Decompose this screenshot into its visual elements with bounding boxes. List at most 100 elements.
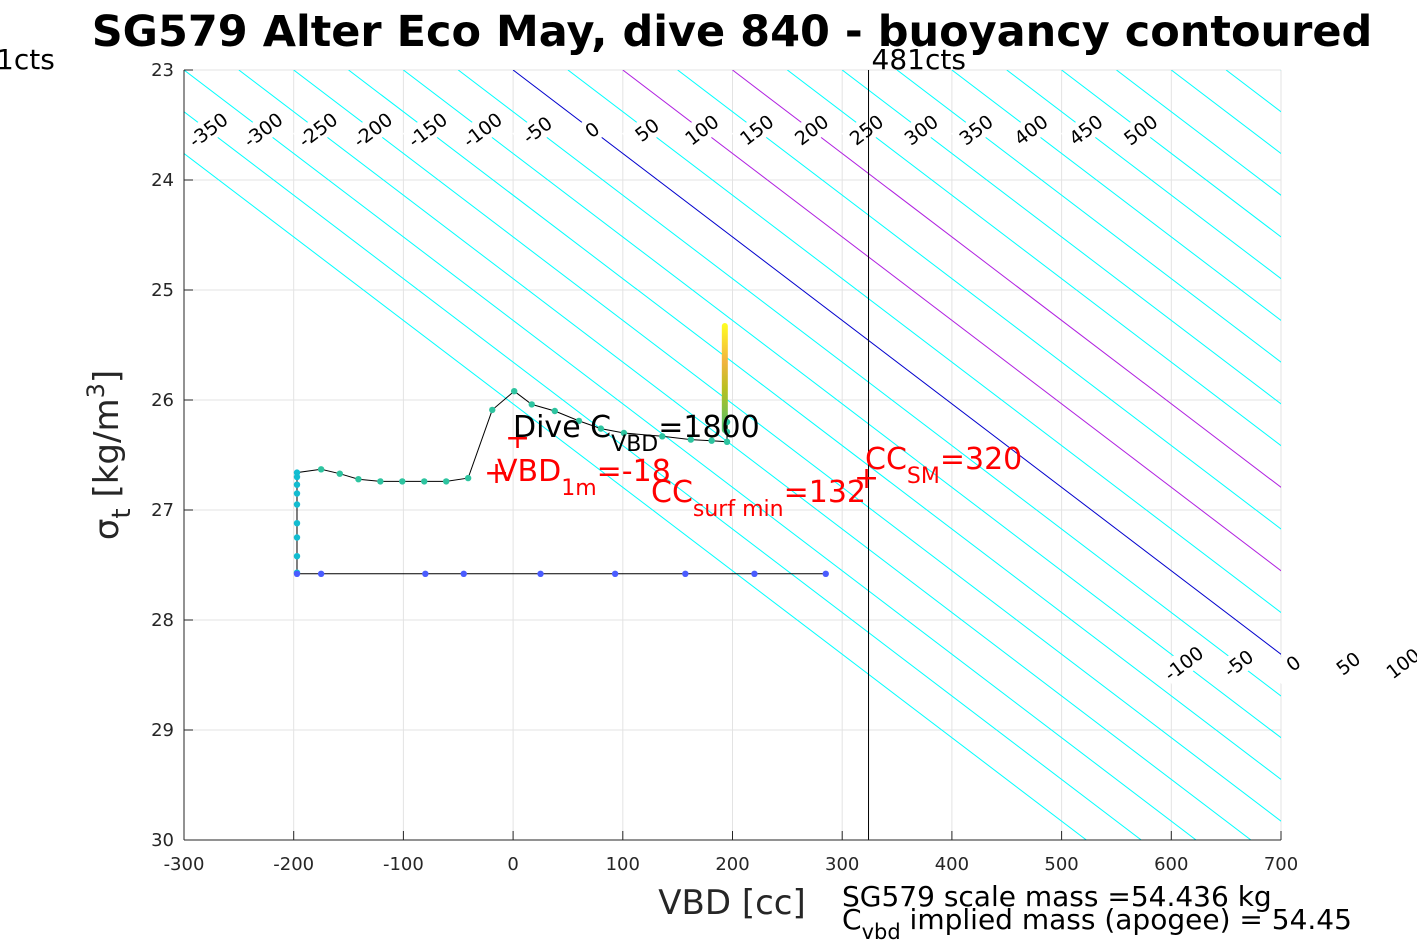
y-tick-label: 27 [151,500,174,521]
vbd1m-plus: + [484,456,509,491]
x-tick-label: 300 [825,854,859,875]
scale-mass-text: SG579 scale mass =54.436 kg [842,880,1272,913]
dive-point [464,474,472,482]
dive-point [336,470,343,477]
contour-line [184,70,1197,840]
x-tick-label: -200 [273,854,314,875]
contour-line [512,70,1281,655]
dive-point [293,473,301,481]
annotations: + Dive CVBD=1800 + VBD1m=-18 CCsurf min=… [484,410,1022,522]
contour-label-bg [896,106,946,153]
ccsm-plus: + [854,461,879,496]
x-tick-label: 200 [715,854,749,875]
y-tick-label: 29 [151,720,174,741]
contour-top-label-group: 100 [676,106,727,153]
dive-point [723,438,731,445]
dive-point [723,418,731,426]
contour-label-bg [457,106,508,153]
contour-line [841,70,1281,405]
x-tick-label: 0 [507,854,518,875]
contour-line [403,70,1281,739]
vbd-limit-right-label: 481cts [872,43,966,76]
contour-label-bg [512,106,562,153]
contour-line [1280,70,1281,71]
axes: -300 -200 -100 0 100 200 300 400 500 600 700232425… [151,60,1298,875]
contour-label-bg [402,106,453,153]
contour-label-bg [786,106,837,153]
contour-label-bg [292,106,343,153]
climb-point [293,570,301,577]
dive-point [489,406,496,414]
dive-point [510,388,518,395]
climb-point [822,570,829,577]
y-tick-label: 24 [151,170,174,191]
dive-cvbd-plus: + [505,421,530,456]
contour-label-bg [1158,640,1209,687]
dive-point [317,466,325,473]
contour-line [184,152,1087,840]
dive-point [708,437,715,444]
buoyancy-contours [184,70,1281,840]
contour-label-bg [183,106,233,153]
dive-point [421,478,428,485]
contour-bottom-label-group: 50 [1323,640,1373,687]
contour-line [732,70,1281,488]
y-tick-label: 30 [151,830,174,851]
contour-line [567,70,1281,614]
contour-label-bg [1006,106,1056,153]
dive-point [528,401,535,408]
contour-label-bg [1060,106,1111,153]
contour-label-bg [676,106,727,153]
contour-label-bg [622,106,672,153]
climb-point [537,570,544,577]
y-tick-label: 23 [151,60,174,81]
dive-point [551,407,558,415]
y-axis-label: σt [kg/m3] [82,370,137,540]
contour-line [1006,70,1281,280]
contour-label-bg [731,106,782,153]
dive-point [442,478,450,485]
x-tick-label: 700 [1264,854,1298,875]
y-tick-label: 26 [151,390,174,411]
vbd-limit-left-label: 1cts [0,43,55,76]
apogee-bar [721,323,728,433]
contour-bottom-label-group: 0 [1268,640,1319,687]
dive-point [687,436,695,443]
vertical-line-group: 481cts 1cts [0,43,966,840]
x-tick-label: 400 [935,854,969,875]
ccsurf-label: CCsurf min=132 [651,475,866,522]
dive-point [355,476,362,483]
ccsm-label: CCSM=320 [865,442,1022,489]
x-tick-label: 500 [1044,854,1078,875]
dive-point [377,478,384,485]
contour-label-bg [841,106,892,153]
contour-label-bg [1378,640,1417,687]
contour-line [238,70,1252,840]
x-tick-label: -100 [383,854,424,875]
contour-label-bg [1268,640,1319,687]
x-tick-label: 100 [606,854,640,875]
contour-label-bg [238,106,288,153]
y-tick-label: 28 [151,610,174,631]
dive-point [293,501,301,508]
climb-point [317,570,325,577]
dive-point [723,428,731,436]
contour-line [1061,70,1281,238]
climb-point [682,570,689,577]
contour-label-bg [1323,640,1373,687]
vbd1m-label: VBD1m=-18 [497,454,671,501]
x-tick-label: 600 [1154,854,1188,875]
contour-line [677,70,1281,530]
contour-label-bg [347,106,398,153]
climb-point [611,570,619,577]
dive-cvbd-label: Dive CVBD=1800 [513,410,760,457]
dive-point [293,520,301,527]
dive-point [575,417,583,425]
dive-point [399,478,406,485]
contour-line [622,70,1281,572]
dive-point [620,429,628,437]
y-tick-label: 25 [151,280,174,301]
contour-line [951,70,1281,322]
contour-line [348,70,1281,781]
contour-line [184,111,1142,840]
